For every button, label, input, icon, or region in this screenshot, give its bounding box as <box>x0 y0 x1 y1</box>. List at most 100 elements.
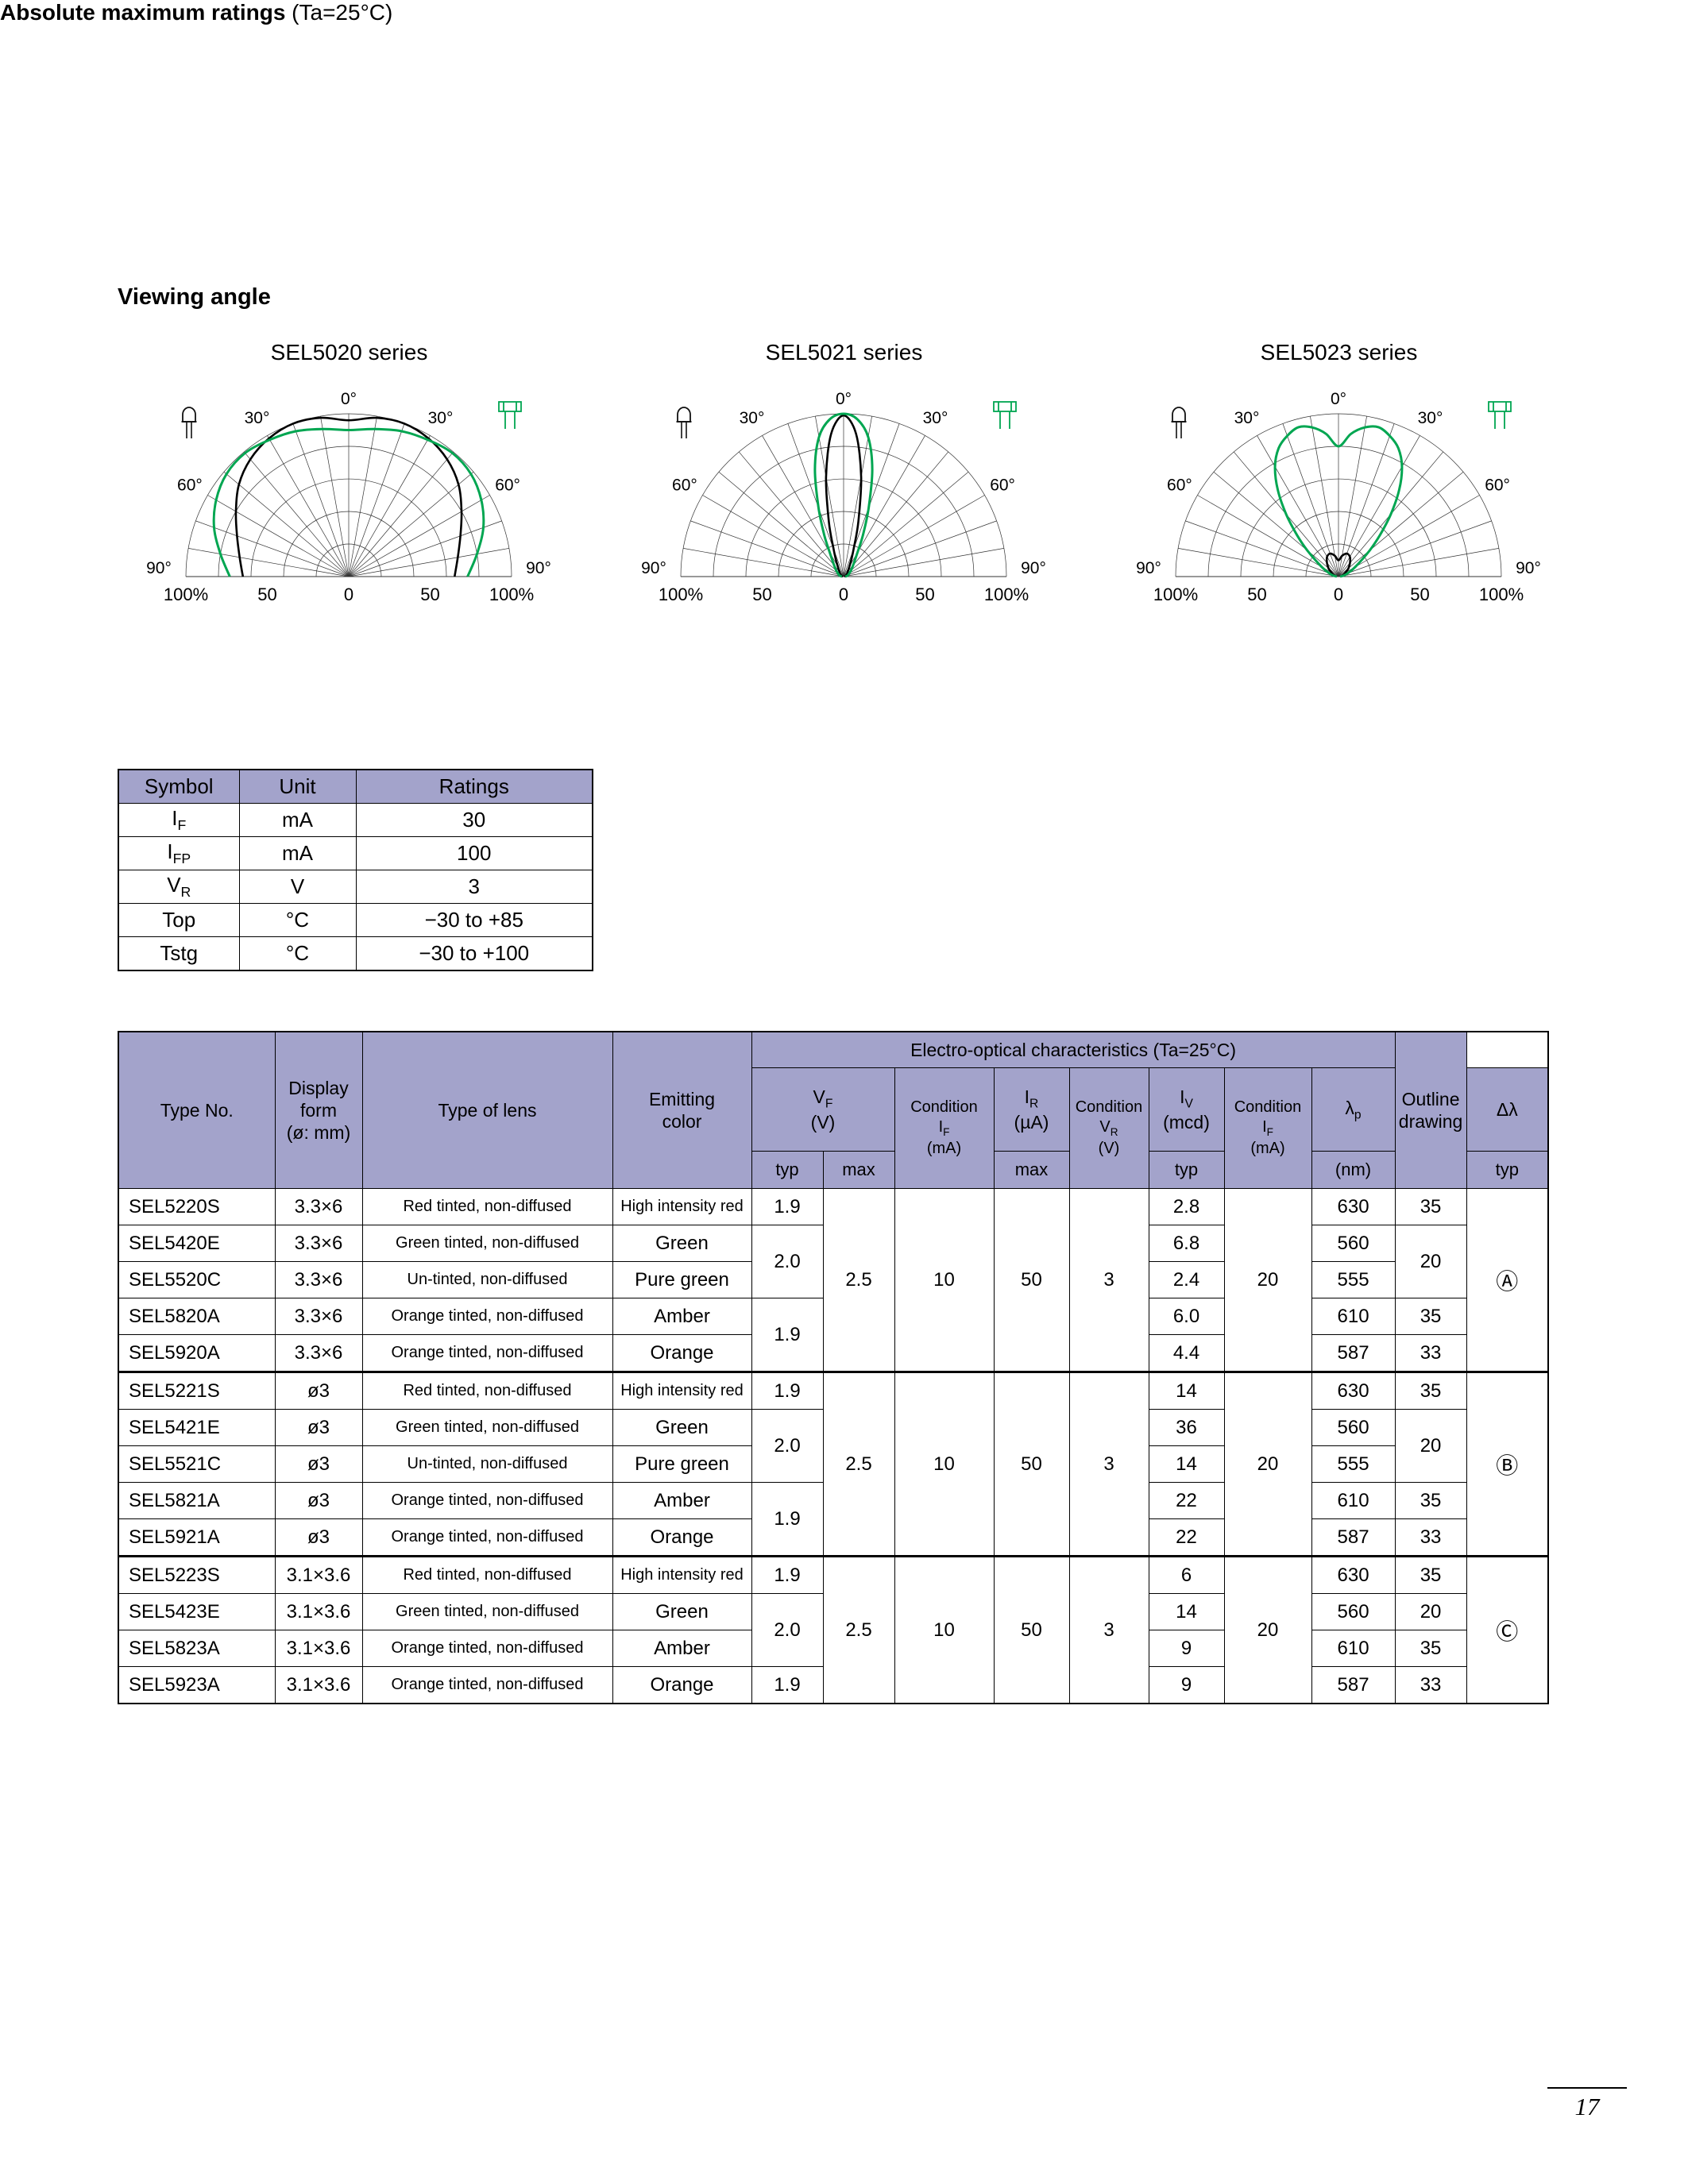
polar-axis-label: 90° <box>1516 559 1541 577</box>
polar-grid-spoke <box>1338 435 1420 577</box>
eo-table: Type No. Display form (ø: mm) Type of le… <box>118 1031 1550 1704</box>
flat-led-icon <box>993 401 1017 429</box>
polar-grid-spoke <box>348 416 377 577</box>
eo-emitting-color: Green <box>612 1593 752 1630</box>
plot-body: 0° 30° 30° 60° 60° 90° 90° 100% 50 0 50 100% <box>606 369 1082 646</box>
eo-condition-if-2: 20 <box>1223 1188 1312 1372</box>
polar-axis-label: 60° <box>495 477 520 495</box>
polar-grid-spoke <box>1185 520 1339 577</box>
eo-delta-lambda: 35 <box>1394 1371 1467 1410</box>
polar-axis-label: 0° <box>836 390 852 408</box>
ratings-heading-bold: Absolute maximum ratings <box>0 0 286 25</box>
polar-grid-spoke <box>1282 423 1339 577</box>
eo-vf-typ: 1.9 <box>751 1482 824 1557</box>
eo-delta-lambda: 20 <box>1394 1593 1467 1630</box>
eo-lambda-p: 560 <box>1311 1593 1396 1630</box>
dome-led-icon <box>1171 407 1187 438</box>
eo-iv-typ: 22 <box>1148 1482 1225 1519</box>
eo-col-display-form: Display form (ø: mm) <box>274 1031 363 1189</box>
polar-grid-spoke <box>1338 423 1395 577</box>
polar-axis-label: 60° <box>1167 477 1192 495</box>
ratings-row: Tstg °C −30 to +100 <box>118 936 593 971</box>
eo-row: SEL5220S 3.3×6 Red tinted, non-diffused Hig… <box>118 1188 1549 1372</box>
eo-lambda-p: 610 <box>1311 1298 1396 1335</box>
eo-display-form: 3.3×6 <box>274 1334 363 1372</box>
ratings-col-symbol: Symbol <box>118 769 240 804</box>
eo-iv-typ: 14 <box>1148 1593 1225 1630</box>
eo-row: SEL5521C ø3 Un-tinted, non-diffused Pure gr… <box>118 1445 1548 1483</box>
polar-axis-label: 100% <box>659 585 703 604</box>
eo-display-form: 3.3×6 <box>274 1298 363 1335</box>
eo-lambda-p: 630 <box>1311 1371 1396 1410</box>
flat-led-icon <box>498 401 522 429</box>
eo-vf-typ: 2.0 <box>751 1409 824 1483</box>
polar-axis-label: 30° <box>740 409 765 427</box>
polar-axis-label: 90° <box>526 559 551 577</box>
eo-emitting-color: Pure green <box>612 1261 752 1298</box>
eo-display-form: ø3 <box>274 1371 363 1410</box>
plot-sel5021: SEL5021 series 0° 30° 30° 60° 60° 90° 90° 100% 5… <box>606 340 1082 646</box>
polar-grid-spoke <box>1257 435 1339 577</box>
eo-row: SEL5820A 3.3×6 Orange tinted, non-diffused… <box>118 1298 1548 1372</box>
eo-row: SEL5923A 3.1×3.6 Orange tinted, non-diffus… <box>118 1666 1548 1704</box>
eo-display-form: 3.1×3.6 <box>274 1666 363 1704</box>
eo-display-form: 3.1×3.6 <box>274 1593 363 1630</box>
polar-axis-label: 50 <box>1410 585 1429 604</box>
eo-emitting-color: Amber <box>612 1630 752 1667</box>
ratings-header-row: Symbol Unit Ratings <box>118 769 593 804</box>
polar-series-flat-package-green <box>212 427 485 577</box>
eo-iv-typ: 14 <box>1148 1371 1225 1410</box>
polar-grid-spoke <box>690 520 844 577</box>
polar-series-lamp-package-black <box>1325 552 1352 578</box>
eo-col-type-no: Type No. <box>118 1031 276 1189</box>
ratings-row: IF mA 30 <box>118 803 593 837</box>
eo-display-form: ø3 <box>274 1518 363 1557</box>
eo-lens: Orange tinted, non-diffused <box>361 1666 613 1704</box>
polar-series-lamp-package-black <box>234 416 463 577</box>
eo-subcol-ir-max: max <box>993 1151 1070 1189</box>
plot-sel5020: SEL5020 series 0° 30° 30° 60° 60° 90° 90° 100% 5… <box>111 340 587 646</box>
eo-ir-max: 50 <box>993 1371 1070 1557</box>
ratings-symbol: Tstg <box>118 936 240 971</box>
eo-display-form: ø3 <box>274 1409 363 1446</box>
eo-outline-drawing: Ⓐ <box>1466 1188 1549 1372</box>
eo-lens: Red tinted, non-diffused <box>361 1555 613 1594</box>
ratings-unit: mA <box>238 803 357 837</box>
eo-lambda-p: 560 <box>1311 1225 1396 1262</box>
polar-grid-spoke <box>843 520 997 577</box>
polar-grid-spoke <box>1197 495 1339 577</box>
eo-lambda-p: 555 <box>1311 1261 1396 1298</box>
polar-axis-label: 50 <box>420 585 439 604</box>
polar-axis-label: 0 <box>1334 585 1343 604</box>
eo-row: SEL5421E ø3 Green tinted, non-diffused Gree… <box>118 1409 1548 1483</box>
polar-grid-spoke <box>348 451 454 577</box>
eo-delta-lambda: 35 <box>1394 1630 1467 1667</box>
eo-lens: Red tinted, non-diffused <box>361 1371 613 1410</box>
eo-col-vf: VF (V) <box>751 1067 895 1152</box>
polar-axis-label: 100% <box>1479 585 1524 604</box>
eo-delta-lambda: 33 <box>1394 1666 1467 1704</box>
eo-emitting-color: High intensity red <box>612 1555 752 1594</box>
eo-row: SEL5821A ø3 Orange tinted, non-diffused Amb… <box>118 1482 1548 1557</box>
polar-grid-spoke <box>1338 416 1367 577</box>
eo-iv-typ: 14 <box>1148 1445 1225 1483</box>
polar-grid-spoke <box>843 416 872 577</box>
polar-axis-label: 90° <box>1136 559 1161 577</box>
eo-lens: Un-tinted, non-diffused <box>361 1261 613 1298</box>
eo-row: SEL5520C 3.3×6 Un-tinted, non-diffused Pure… <box>118 1261 1548 1298</box>
eo-ir-max: 50 <box>993 1188 1070 1372</box>
eo-lambda-p: 630 <box>1311 1188 1396 1225</box>
eo-row: SEL5920A 3.3×6 Orange tinted, non-diffused… <box>118 1334 1548 1372</box>
eo-vf-typ: 1.9 <box>751 1666 824 1704</box>
polar-axis-label: 60° <box>1485 477 1510 495</box>
eo-type-no: SEL5923A <box>118 1666 276 1704</box>
eo-lens: Green tinted, non-diffused <box>361 1225 613 1262</box>
page-number: 17 <box>1574 2093 1600 2120</box>
polar-axis-label: 90° <box>1021 559 1046 577</box>
plot-title: SEL5020 series <box>270 340 428 365</box>
eo-delta-lambda: 33 <box>1394 1518 1467 1557</box>
eo-type-no: SEL5220S <box>118 1188 276 1225</box>
eo-lambda-p: 587 <box>1311 1334 1396 1372</box>
plot-body: 0° 30° 30° 60° 60° 90° 90° 100% 50 0 50 100% <box>111 369 587 646</box>
polar-axis-label: 50 <box>752 585 771 604</box>
